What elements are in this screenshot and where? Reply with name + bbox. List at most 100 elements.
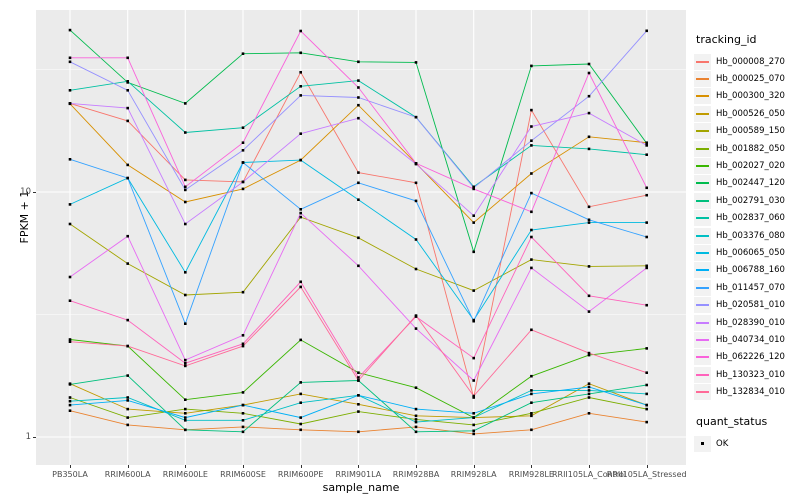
legend-item-Hb_006788_160: Hb_006788_160 (694, 262, 800, 279)
line-swatch-icon (696, 199, 709, 202)
data-point (587, 396, 591, 399)
legend-item-Hb_062226_120: Hb_062226_120 (694, 349, 800, 366)
data-point (299, 94, 302, 97)
data-point (645, 144, 648, 147)
color-key-icon (694, 297, 711, 314)
data-point (241, 425, 245, 429)
data-point (645, 303, 648, 307)
line-swatch-icon (696, 356, 709, 359)
data-point (184, 407, 187, 411)
data-point (530, 412, 533, 415)
data-point (645, 407, 648, 411)
x-tick-mark (473, 465, 475, 468)
data-point (587, 147, 591, 151)
legend-item-Hb_003376_080: Hb_003376_080 (694, 227, 800, 244)
data-point (357, 430, 360, 434)
x-tick-label: RRII105LA_Stressed (606, 470, 687, 479)
data-point (241, 344, 245, 348)
legend-item-Hb_000008_270: Hb_000008_270 (694, 53, 800, 70)
data-point (299, 392, 302, 396)
line-swatch-icon (696, 234, 709, 237)
legend-label: Hb_000589_150 (716, 126, 785, 137)
data-point (126, 318, 129, 322)
data-point (645, 392, 648, 396)
x-axis-title: sample_name (322, 481, 400, 494)
data-point (126, 119, 129, 123)
data-point (472, 394, 475, 398)
line-swatch-icon (696, 165, 709, 168)
data-point (472, 412, 475, 415)
data-point (299, 416, 302, 419)
data-point (587, 221, 591, 224)
legend-title-tracking-id: tracking_id (696, 33, 757, 46)
data-point (241, 52, 245, 55)
data-point (184, 271, 187, 274)
data-point (299, 381, 302, 384)
data-point (645, 235, 648, 239)
data-point (414, 199, 418, 203)
data-point (241, 412, 245, 415)
color-key-icon (694, 210, 711, 227)
data-point (241, 430, 245, 434)
legend-item-Hb_040734_010: Hb_040734_010 (694, 331, 800, 348)
color-key-icon (694, 192, 711, 209)
data-point (299, 422, 302, 426)
data-point (530, 328, 533, 332)
data-point (126, 399, 129, 402)
data-point (645, 264, 648, 268)
data-point (126, 80, 129, 83)
legend-item-Hb_002027_020: Hb_002027_020 (694, 157, 800, 175)
data-point (184, 398, 187, 401)
legend-label: Hb_028390_010 (716, 317, 785, 328)
data-point (645, 221, 648, 224)
data-point (472, 221, 475, 224)
y-axis-title: FPKM + 1 (17, 190, 31, 244)
data-point (530, 144, 533, 147)
data-point (530, 258, 533, 261)
data-point (357, 103, 360, 107)
data-point (645, 153, 648, 156)
legend-label-ok: OK (716, 438, 729, 449)
color-key-icon (694, 331, 711, 348)
data-point (68, 203, 72, 206)
legend-item-Hb_000526_050: Hb_000526_050 (694, 105, 800, 122)
legend-label: Hb_002791_030 (716, 195, 785, 206)
data-point (414, 61, 418, 64)
y-tick-label-10: 10 (20, 187, 31, 197)
data-point (645, 193, 648, 197)
data-point (357, 264, 360, 268)
data-point (68, 158, 72, 161)
data-point (126, 396, 129, 399)
data-point (126, 374, 129, 377)
data-point (357, 116, 360, 120)
legend-title-quant-status: quant_status (696, 414, 768, 428)
data-point (472, 423, 475, 427)
data-point (184, 222, 187, 226)
color-key-icon (694, 349, 711, 366)
data-point (241, 187, 245, 191)
data-point (530, 210, 533, 214)
data-point (184, 419, 187, 422)
x-tick-label: RRIM600LE (162, 470, 208, 479)
x-tick-label: RRIM928LE (508, 470, 554, 479)
data-point (357, 79, 360, 82)
data-point (587, 412, 591, 415)
legend-label: Hb_040734_010 (716, 334, 785, 345)
data-point (184, 131, 187, 134)
x-tick-label: RRIM600LA (104, 470, 151, 479)
data-point (357, 410, 360, 413)
data-point (126, 234, 129, 238)
data-point (241, 149, 245, 152)
color-key-icon (694, 105, 711, 122)
data-point (68, 340, 72, 343)
data-point (587, 385, 591, 389)
data-point (587, 310, 591, 313)
ok-point-key (694, 435, 711, 452)
x-tick-label: RRIM600SE (220, 470, 266, 479)
y-tick-mark (33, 437, 36, 438)
data-point (241, 161, 245, 164)
color-key-icon (694, 158, 711, 175)
data-point (645, 347, 648, 350)
data-point (184, 364, 187, 368)
data-point (241, 403, 245, 407)
